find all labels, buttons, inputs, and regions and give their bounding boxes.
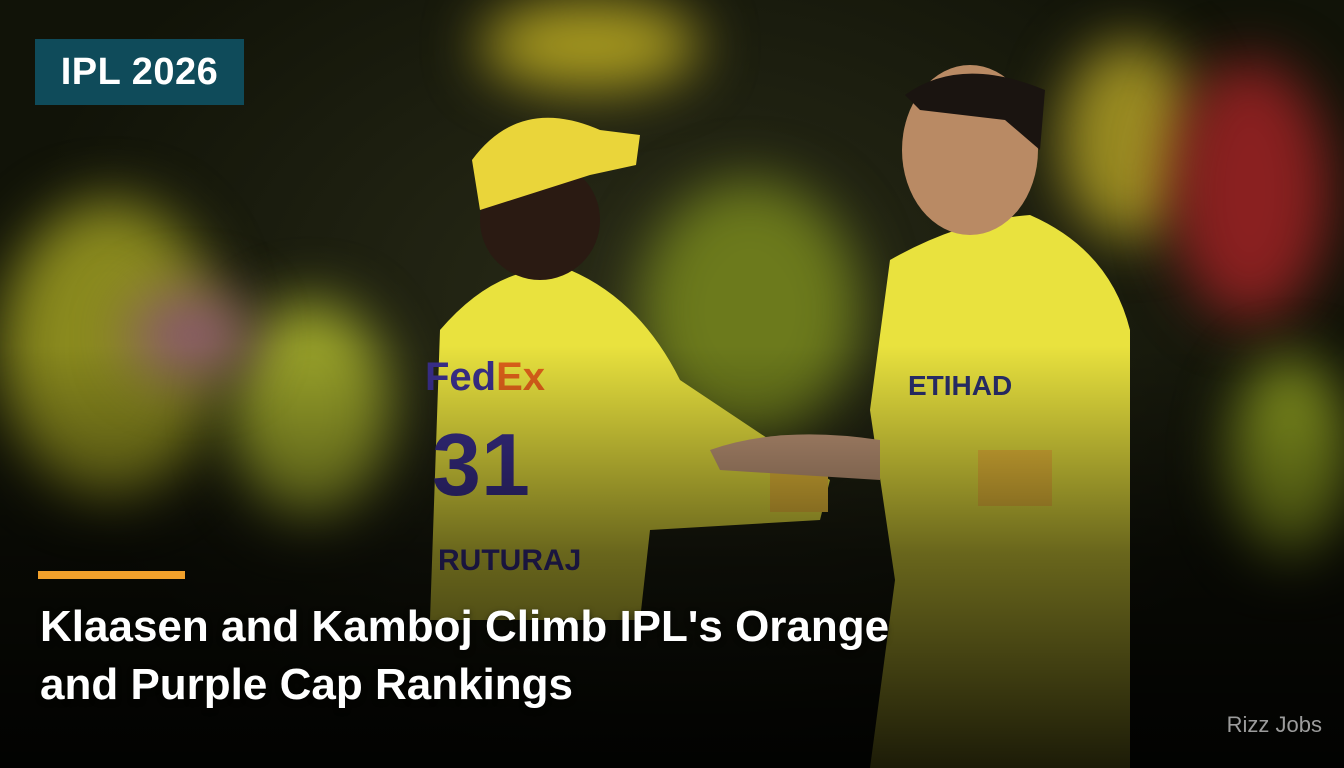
category-badge: IPL 2026 (35, 39, 244, 105)
headline-line-2: and Purple Cap Rankings (40, 660, 573, 709)
headline: Klaasen and Kamboj Climb IPL's Orange an… (40, 598, 1040, 714)
accent-bar (38, 571, 185, 579)
watermark: Rizz Jobs (1226, 712, 1322, 737)
headline-line-1: Klaasen and Kamboj Climb IPL's Orange (40, 602, 890, 651)
